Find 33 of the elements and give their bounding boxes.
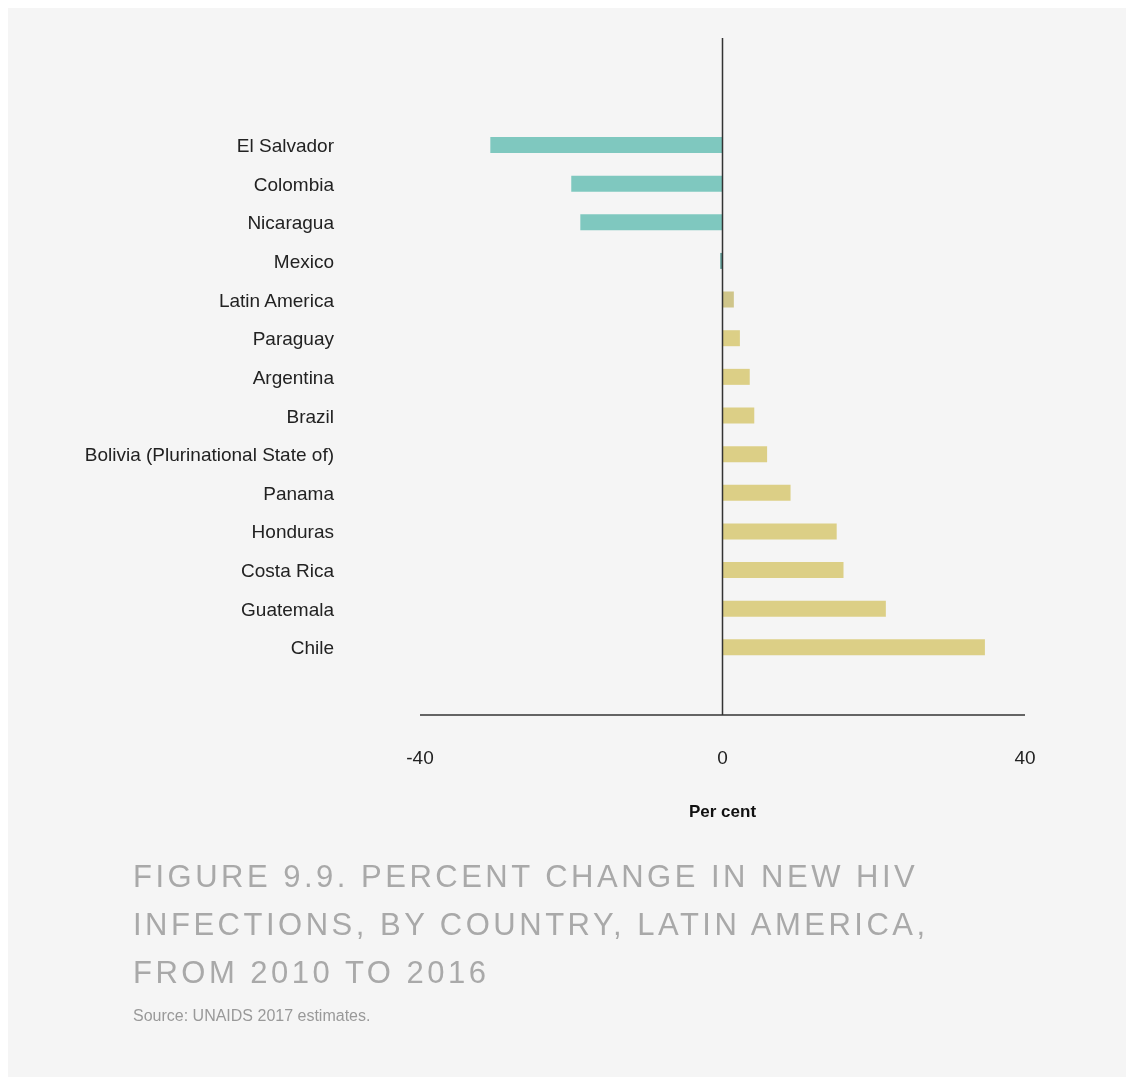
x-tick-label: 40 xyxy=(1014,747,1036,769)
y-tick-label: Honduras xyxy=(251,521,334,543)
bar xyxy=(722,600,886,617)
text: FIGURE 9.9. PERCENT CHANGE IN NEW HIV INFECTIONS, BY COUNTRY, LATIN AMERICA, FROM 2010 TO 2016 xyxy=(133,858,930,992)
y-tick-label: Bolivia (Plurinational State of) xyxy=(84,444,334,466)
bar xyxy=(722,368,750,385)
x-tick-label: 0 xyxy=(717,747,728,769)
bar xyxy=(722,291,734,308)
bar xyxy=(571,175,723,192)
y-tick-label: Argentina xyxy=(252,366,335,388)
source-note: Source: UNAIDS 2017 estimates. xyxy=(133,1007,372,1025)
y-tick-label: Costa Rica xyxy=(241,560,335,582)
bar xyxy=(722,562,844,579)
y-tick-label: Nicaragua xyxy=(247,212,335,234)
bar xyxy=(580,214,723,231)
y-tick-label: Paraguay xyxy=(252,328,335,350)
bar xyxy=(722,523,837,540)
x-axis-title: Per cent xyxy=(688,802,757,821)
bar xyxy=(722,407,755,424)
bar xyxy=(722,330,740,347)
y-tick-label: Colombia xyxy=(253,173,335,195)
y-tick-label: Mexico xyxy=(273,250,334,272)
x-tick-label: -40 xyxy=(406,747,434,769)
bar xyxy=(722,484,791,501)
bar xyxy=(722,639,985,656)
y-tick-label: Panama xyxy=(263,482,335,504)
y-tick-label: Guatemala xyxy=(241,598,335,620)
y-tick-label: Latin America xyxy=(218,289,335,311)
y-tick-label: Brazil xyxy=(286,405,334,427)
y-tick-label: Chile xyxy=(290,637,334,659)
bar xyxy=(722,446,768,463)
bar xyxy=(490,137,723,153)
y-tick-label: El Salvador xyxy=(236,135,335,157)
